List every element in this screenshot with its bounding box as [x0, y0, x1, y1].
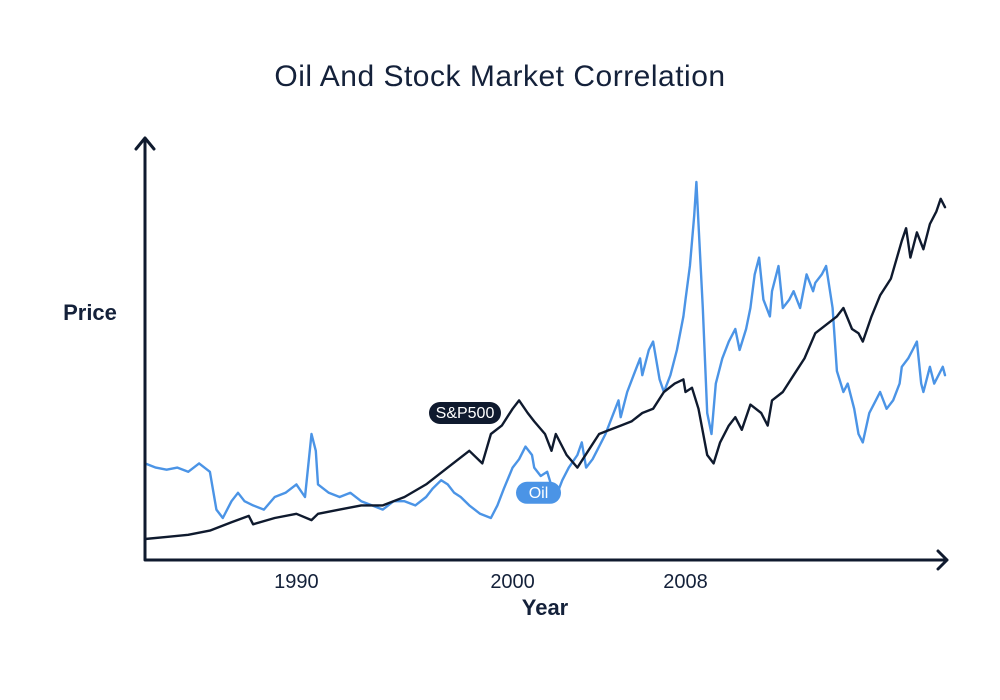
- chart-container: Oil And Stock Market Correlation 1990200…: [0, 0, 1000, 700]
- xaxis-ticks: 1990 2000 2008: [274, 571, 708, 593]
- series-labels: S&P500 Oil: [429, 402, 561, 504]
- chart-svg: 1990 2000 2008 S&P500 Oil Price Year: [0, 0, 1000, 700]
- series-pill-label: Oil: [529, 485, 549, 502]
- xaxis-tick-label: 2008: [663, 571, 708, 593]
- xaxis-tick-label: 2000: [490, 571, 535, 593]
- xaxis-tick-label: 1990: [274, 571, 319, 593]
- axes-group: [136, 138, 947, 569]
- axes-lines: [136, 138, 947, 569]
- series-pill-label: S&P500: [436, 405, 495, 422]
- series-line-oil: [145, 182, 945, 518]
- yaxis-title: Price: [63, 300, 117, 325]
- xaxis-title: Year: [522, 595, 569, 620]
